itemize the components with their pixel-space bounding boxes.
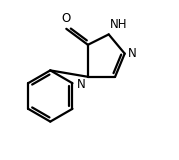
Text: N: N [77,78,86,91]
Text: NH: NH [110,18,128,31]
Text: O: O [62,12,71,25]
Text: N: N [128,47,137,60]
